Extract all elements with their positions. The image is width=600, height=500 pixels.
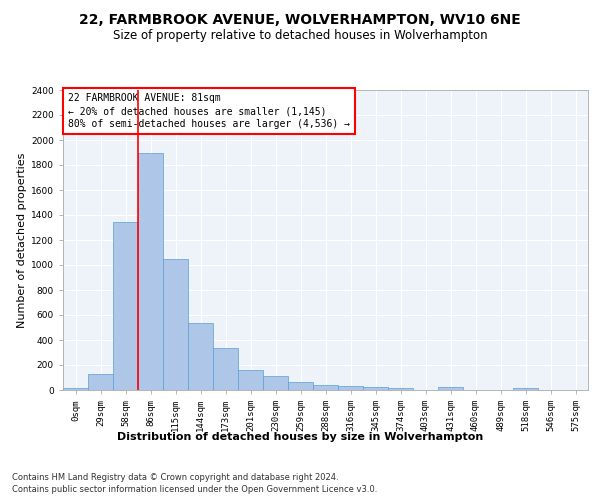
Bar xyxy=(513,388,538,390)
Bar xyxy=(88,374,113,390)
Bar xyxy=(313,385,338,390)
Bar xyxy=(263,376,288,390)
Text: Contains HM Land Registry data © Crown copyright and database right 2024.: Contains HM Land Registry data © Crown c… xyxy=(12,472,338,482)
Text: Distribution of detached houses by size in Wolverhampton: Distribution of detached houses by size … xyxy=(117,432,483,442)
Bar xyxy=(363,387,388,390)
Bar xyxy=(388,388,413,390)
Text: Contains public sector information licensed under the Open Government Licence v3: Contains public sector information licen… xyxy=(12,485,377,494)
Text: Size of property relative to detached houses in Wolverhampton: Size of property relative to detached ho… xyxy=(113,28,487,42)
Y-axis label: Number of detached properties: Number of detached properties xyxy=(17,152,27,328)
Bar xyxy=(113,222,138,390)
Bar xyxy=(188,322,213,390)
Bar xyxy=(213,348,238,390)
Bar xyxy=(63,388,88,390)
Bar xyxy=(163,260,188,390)
Bar xyxy=(438,387,463,390)
Bar xyxy=(238,370,263,390)
Text: 22, FARMBROOK AVENUE, WOLVERHAMPTON, WV10 6NE: 22, FARMBROOK AVENUE, WOLVERHAMPTON, WV1… xyxy=(79,12,521,26)
Bar xyxy=(138,153,163,390)
Bar xyxy=(338,386,363,390)
Bar xyxy=(288,382,313,390)
Text: 22 FARMBROOK AVENUE: 81sqm
← 20% of detached houses are smaller (1,145)
80% of s: 22 FARMBROOK AVENUE: 81sqm ← 20% of deta… xyxy=(68,93,350,130)
